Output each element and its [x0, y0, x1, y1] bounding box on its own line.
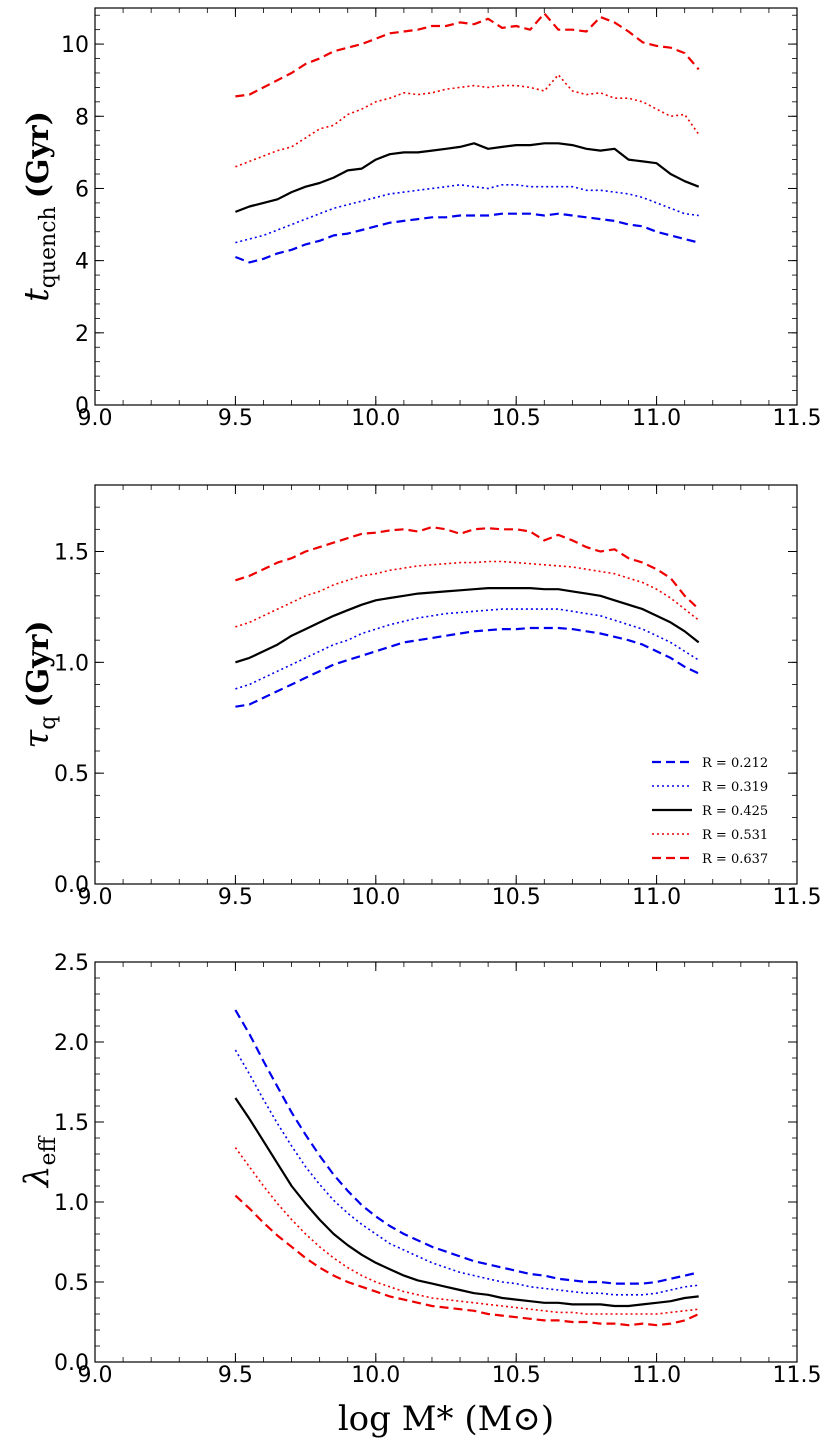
- y-axis-label-unit: (Gyr): [21, 620, 56, 707]
- x-tick-label: 10.5: [492, 885, 541, 910]
- legend-entry-label: R = 0.425: [702, 804, 768, 819]
- series-line-0637: [235, 12, 700, 98]
- y-axis-label-symbol: λ: [17, 1166, 57, 1190]
- series-line-0212: [235, 626, 700, 708]
- panel-bottom: 9.0 9.5 10.0 10.5 11.0 11.5 0.0 0.5 1.0 1.5 2.0 2.5…: [17, 951, 821, 1439]
- y-tick-label: 0: [75, 394, 89, 419]
- y-tick-label: 1.0: [54, 1191, 89, 1216]
- y-tick-label: 0.0: [54, 873, 89, 898]
- legend-entry-label: R = 0.531: [702, 828, 768, 843]
- series-line-0531: [235, 74, 700, 168]
- y-tick-label: 10: [61, 33, 89, 58]
- x-tick-label: 10.5: [492, 406, 541, 431]
- panel-middle: 9.0 9.5 10.0 10.5 11.0 11.5 0.0 0.5 1.0 1.5 τq (Gyr…: [17, 484, 822, 910]
- series-line-0531: [235, 560, 700, 628]
- x-tick-label: 9.0: [78, 406, 113, 431]
- y-axis-label-subscript: eff: [36, 1136, 61, 1166]
- y-tick-label: 2: [75, 322, 89, 347]
- series-line-0425: [234, 1097, 699, 1308]
- legend-entry-label: R = 0.319: [702, 780, 768, 795]
- x-tick-label: 11.5: [773, 406, 822, 431]
- legend-entry-label: R = 0.212: [702, 756, 768, 771]
- x-tick-label: 9.0: [78, 1363, 113, 1388]
- y-tick-label: 8: [75, 105, 89, 130]
- series-line-0319: [234, 1049, 699, 1296]
- y-axis-label: τq (Gyr): [17, 620, 61, 748]
- x-tick-label: 11.5: [773, 885, 822, 910]
- panel-top: 9.0 9.5 10.0 10.5 11.0 11.5 0 2 4 6 8 10 tquench (Gyr…: [17, 7, 822, 431]
- y-tick-label: 2.5: [54, 951, 89, 976]
- series-line-0531: [234, 1147, 699, 1315]
- y-tick-label: 4: [75, 250, 89, 275]
- x-tick-label: 11.0: [632, 885, 681, 910]
- y-axis-label: tquench (Gyr): [17, 111, 61, 302]
- legend-entry-label: R = 0.637: [702, 852, 768, 867]
- y-axis-label-symbol: τ: [17, 729, 57, 749]
- y-axis-label-symbol: t: [17, 288, 57, 302]
- x-tick-label: 10.0: [351, 406, 400, 431]
- y-tick-label: 1.5: [54, 541, 89, 566]
- series-line-0212: [235, 212, 699, 264]
- x-tick-label: 11.5: [773, 1363, 822, 1388]
- x-tick-label: 9.5: [218, 406, 253, 431]
- y-tick-label: 2.0: [54, 1031, 89, 1056]
- x-tick-label: 9.5: [218, 885, 253, 910]
- series-line-0637: [234, 1194, 700, 1327]
- plot-frame: [94, 7, 798, 406]
- y-tick-label: 1.5: [54, 1111, 89, 1136]
- y-tick-label: 0.0: [54, 1351, 89, 1376]
- y-axis-label-subscript: q: [36, 716, 61, 730]
- series-line-0425: [235, 586, 700, 664]
- x-tick-label: 11.0: [632, 1363, 681, 1388]
- x-tick-label: 11.0: [632, 406, 681, 431]
- x-tick-label: 10.0: [351, 1363, 400, 1388]
- series-line-0425: [235, 142, 700, 213]
- x-tick-label: 9.0: [78, 885, 113, 910]
- y-tick-label: 0.5: [54, 762, 89, 787]
- series-line-0637: [235, 525, 700, 610]
- y-axis-label: λeff: [17, 1136, 61, 1190]
- x-tick-label: 9.5: [218, 1363, 253, 1388]
- series-line-0319: [235, 184, 699, 244]
- y-axis-label-subscript: quench: [36, 206, 61, 288]
- x-tick-label: 10.5: [492, 1363, 541, 1388]
- plot-frame: [94, 484, 798, 885]
- y-tick-label: 6: [75, 177, 89, 202]
- y-axis-label-unit: (Gyr): [21, 111, 56, 198]
- y-tick-label: 1.0: [54, 651, 89, 676]
- y-tick-label: 0.5: [54, 1271, 89, 1296]
- series-line-0319: [235, 608, 700, 690]
- x-tick-label: 10.0: [351, 885, 400, 910]
- x-axis-label: log M* (M⊙): [338, 1399, 554, 1439]
- plot-frame: [94, 961, 798, 1363]
- series-line-0212: [234, 1009, 699, 1285]
